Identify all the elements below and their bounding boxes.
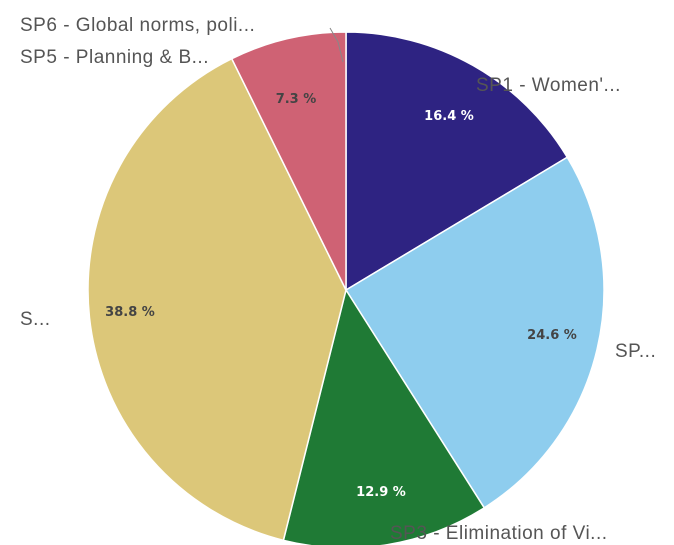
pie-slices [87,31,605,545]
category-label-sp6: SP6 - Global norms, poli... [20,15,255,36]
category-label-sp3: SP3 - Elimination of Vi... [390,523,608,544]
value-label-sp4: 38.8 % [105,305,155,320]
percentage-labels: 16.4 % 24.6 % 12.9 % 38.8 % 7.3 % [105,92,577,500]
pie-slice-sp4[interactable] [87,57,347,542]
value-label-sp2: 24.6 % [527,328,577,343]
pie-slice-sp2[interactable] [344,156,605,509]
value-label-sp3: 12.9 % [356,485,406,500]
category-label-sp2: SP... [615,341,656,362]
leader-line-sp6 [329,27,344,63]
pie-slice-sp5[interactable] [230,31,347,291]
category-label-sp1: SP1 - Women'... [476,75,621,96]
category-label-sp4: S... [20,309,51,330]
pie-slice-sp1[interactable] [345,31,569,292]
category-label-sp5: SP5 - Planning & B... [20,47,209,68]
value-label-sp5: 7.3 % [276,92,317,107]
value-label-sp1: 16.4 % [424,109,474,124]
category-labels: SP1 - Women'... SP... SP3 - Elimination of… [20,15,656,544]
